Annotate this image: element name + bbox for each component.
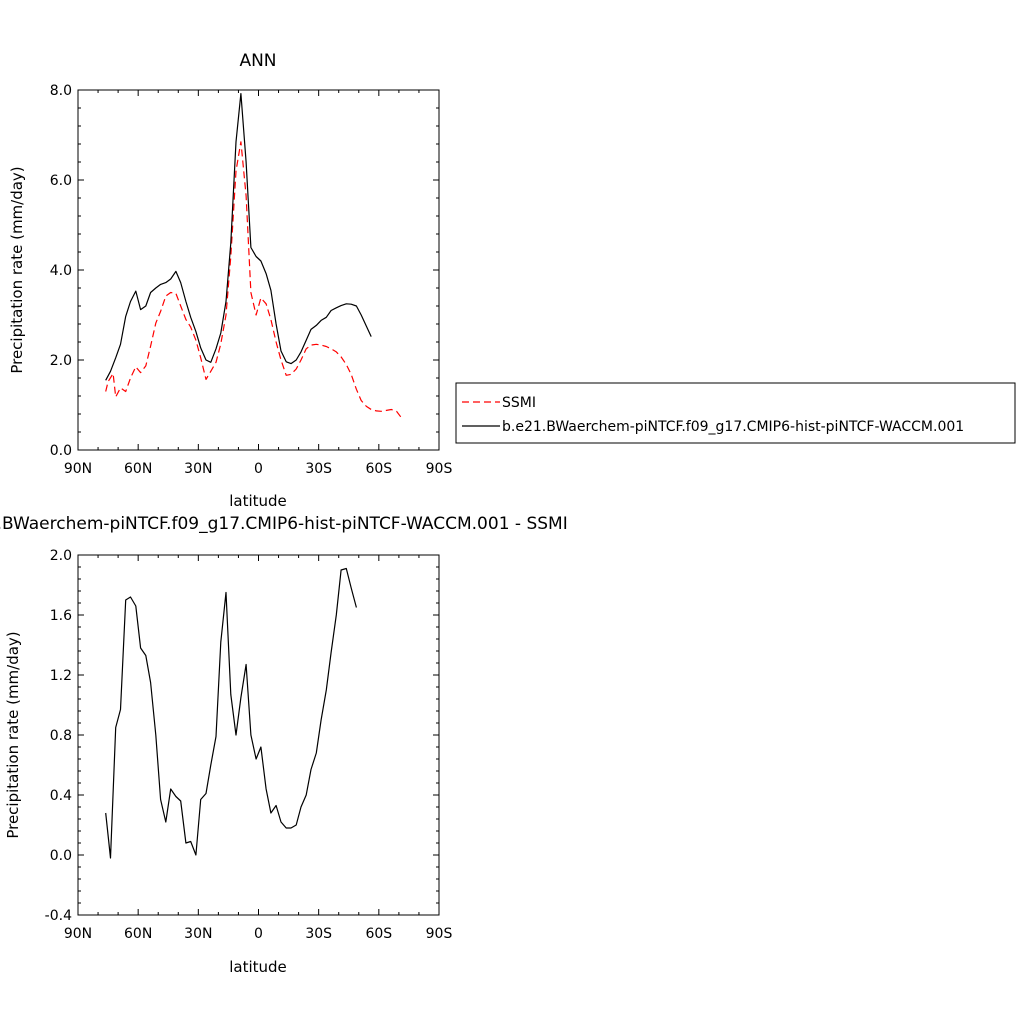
y-tick-label: 6.0	[50, 173, 72, 189]
x-tick-label: 90S	[426, 461, 453, 477]
bottom-panel: b.e21.BWaerchem-piNTCF.f09_g17.CMIP6-his…	[0, 514, 568, 976]
x-tick-label: 90N	[64, 926, 92, 942]
x-tick-label: 30S	[305, 461, 332, 477]
x-tick-label: 90S	[426, 926, 453, 942]
bottom-x-axis-label: latitude	[229, 958, 287, 976]
legend-box	[455, 382, 1016, 444]
y-tick-label: 2.0	[50, 548, 72, 564]
y-tick-label: 4.0	[50, 263, 72, 279]
bottom-y-axis-label: Precipitation rate (mm/day)	[4, 631, 22, 838]
top-plot-frame	[77, 89, 440, 451]
top-ticks: 90N 60N 30N 0 30S 60S 90S 0.0 2.0 4.0 6.0 8.0	[50, 83, 453, 477]
x-tick-label: 30N	[184, 926, 212, 942]
series-line-difference	[105, 567, 357, 859]
y-tick-label: 1.2	[50, 668, 72, 684]
series-line-model	[105, 92, 372, 381]
x-tick-label: 60S	[365, 926, 392, 942]
x-tick-label: 0	[254, 461, 263, 477]
legend-label-model: b.e21.BWaerchem-piNTCF.f09_g17.CMIP6-his…	[502, 419, 964, 435]
y-tick-label: 0.4	[50, 788, 72, 804]
y-tick-label: 0.0	[50, 848, 72, 864]
x-tick-label: 60N	[124, 926, 152, 942]
legend-label-ssmi: SSMI	[502, 395, 536, 411]
y-tick-label: 8.0	[50, 83, 72, 99]
x-tick-label: 30S	[305, 926, 332, 942]
top-series-lines	[105, 92, 402, 418]
bottom-series-lines	[105, 567, 357, 859]
x-tick-label: 90N	[64, 461, 92, 477]
series-line-ssmi	[105, 141, 402, 418]
top-y-axis-label: Precipitation rate (mm/day)	[8, 166, 26, 373]
bottom-ticks: 90N 60N 30N 0 30S 60S 90S -0.4 0.0 0.4 0.8 1.2 1.6 2.…	[45, 548, 453, 942]
x-tick-label: 30N	[184, 461, 212, 477]
x-tick-label: 0	[254, 926, 263, 942]
x-tick-label: 60S	[365, 461, 392, 477]
y-tick-label: 0.8	[50, 728, 72, 744]
y-tick-label: 0.0	[50, 443, 72, 459]
y-tick-label: 2.0	[50, 353, 72, 369]
y-tick-label: -0.4	[45, 908, 72, 924]
top-plot-title: ANN	[239, 51, 276, 71]
top-x-axis-label: latitude	[229, 492, 287, 510]
y-tick-label: 1.6	[50, 608, 72, 624]
bottom-plot-title: b.e21.BWaerchem-piNTCF.f09_g17.CMIP6-his…	[0, 514, 568, 534]
bottom-plot-frame	[77, 554, 440, 916]
legend: SSMI b.e21.BWaerchem-piNTCF.f09_g17.CMIP…	[455, 382, 1016, 444]
top-panel: ANN 90N 60N 30N 0 30S 60S 90S 0.0 2.0 4.0 6.0 8.0 l…	[8, 51, 452, 510]
x-tick-label: 60N	[124, 461, 152, 477]
